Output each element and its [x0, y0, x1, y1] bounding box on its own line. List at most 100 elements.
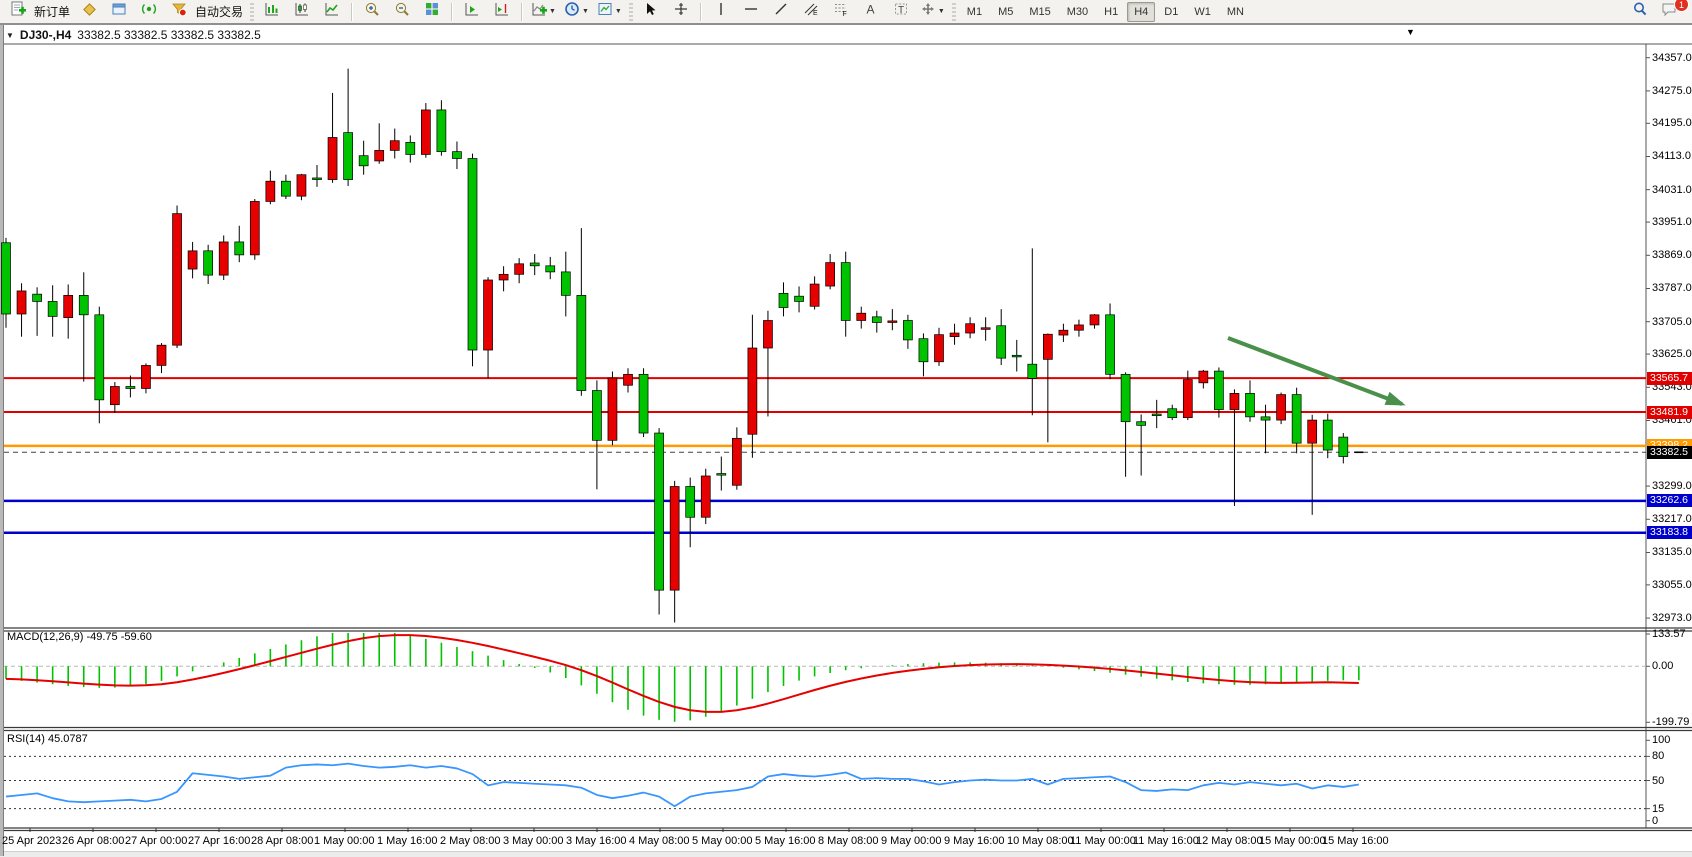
new-chart-button[interactable]	[105, 0, 133, 23]
new-order-button[interactable]	[4, 0, 32, 23]
indicators-button[interactable]: ▼	[528, 0, 559, 23]
chart-shift-icon	[494, 1, 510, 22]
signal-icon	[141, 1, 157, 22]
crosshair-icon	[673, 1, 689, 22]
horizontal-line-button[interactable]	[737, 0, 765, 23]
rsi-axis-label: 0	[1652, 814, 1659, 827]
price-tick-label: 32973.0	[1652, 612, 1692, 625]
auto-trading-label[interactable]: 自动交易	[195, 5, 244, 19]
shapes-button[interactable]: ▼	[917, 0, 948, 23]
price-tick-label: 33951.0	[1652, 216, 1692, 229]
channel-button[interactable]: E	[797, 0, 825, 23]
text-label-button[interactable]: T	[887, 0, 915, 23]
line-chart-button[interactable]	[318, 0, 346, 23]
templates-button[interactable]: ▼	[594, 0, 625, 23]
zoom-out-icon	[394, 1, 410, 22]
candlestick-chart-icon	[294, 1, 310, 22]
rsi-axis-label: 50	[1652, 774, 1665, 787]
tile-windows-icon	[424, 1, 440, 22]
time-axis-label: 1 May 00:00	[314, 835, 375, 847]
timeframe-button-h1[interactable]: H1	[1104, 5, 1119, 18]
chart-shift-button[interactable]	[488, 0, 516, 23]
chevron-down-icon: ▼	[937, 8, 945, 15]
rsi-axis-label: 80	[1652, 750, 1665, 763]
main-toolbar: 新订单 自动交易 ▼ ▼ ▼ E F A T ▼ M1 M5 M15 M30 H1 H4 D…	[0, 0, 1692, 24]
toolbar-grip	[951, 2, 956, 21]
signals-button[interactable]	[135, 0, 163, 23]
toolbar-separator	[521, 2, 524, 21]
candlestick-chart-button[interactable]	[288, 0, 316, 23]
macd-axis-label: -199.79	[1652, 716, 1690, 729]
chart-title-bar: ▼ DJ30-,H4 33382.5 33382.5 33382.5 33382…	[6, 28, 261, 42]
chevron-down-icon: ▼	[614, 8, 622, 15]
chart-menu-icon[interactable]: ▼	[1406, 27, 1415, 37]
price-tick-label: 33705.0	[1652, 315, 1692, 328]
clock-icon	[564, 1, 580, 22]
toolbar-separator	[699, 2, 702, 21]
horizontal-line-icon	[743, 1, 759, 22]
text-tool-button[interactable]: A	[857, 0, 885, 23]
time-axis-label: 8 May 08:00	[818, 835, 879, 847]
timeframe-button-h4[interactable]: H4	[1127, 1, 1156, 22]
horizontal-level-lines[interactable]	[4, 377, 1646, 534]
search-icon	[1632, 1, 1648, 22]
auto-trading-button[interactable]	[165, 0, 193, 23]
time-axis-label: 3 May 16:00	[566, 835, 627, 847]
price-level-badge: 33481.9	[1647, 405, 1692, 419]
rsi-label: RSI(14) 45.0787	[7, 733, 88, 745]
timeframe-button-w1[interactable]: W1	[1194, 5, 1211, 18]
toolbar-grip	[250, 2, 255, 21]
time-axis-label: 27 Apr 00:00	[125, 835, 188, 847]
timeframe-button-d1[interactable]: D1	[1164, 5, 1179, 18]
shapes-arrows-icon	[920, 1, 936, 22]
tile-windows-button[interactable]	[418, 0, 446, 23]
window-bottom-strip	[0, 851, 1692, 857]
price-tick-label: 34195.0	[1652, 117, 1692, 130]
svg-text:A: A	[866, 3, 874, 17]
timeframe-group: M1 M5 M15 M30 H1 H4 D1 W1 MN	[959, 1, 1252, 22]
trendline-button[interactable]	[767, 0, 795, 23]
timeframe-button-m1[interactable]: M1	[966, 5, 983, 18]
timeframe-button-mn[interactable]: MN	[1226, 5, 1244, 18]
vertical-line-button[interactable]	[707, 0, 735, 23]
price-tick-label: 33625.0	[1652, 348, 1692, 361]
price-tick-label: 34031.0	[1652, 183, 1692, 196]
macd-axis-label: 133.57	[1652, 628, 1686, 640]
market-watch-button[interactable]	[75, 0, 103, 23]
periods-button[interactable]: ▼	[561, 0, 592, 23]
new-order-label[interactable]: 新订单	[34, 5, 71, 19]
price-tick-label: 34357.0	[1652, 51, 1692, 64]
crosshair-button[interactable]	[667, 0, 695, 23]
price-tick-label: 33135.0	[1652, 546, 1692, 559]
time-axis-label: 3 May 00:00	[503, 835, 564, 847]
toolbar-separator	[351, 2, 354, 21]
notifications-button[interactable]: 1	[1656, 0, 1689, 23]
symbol-period-label: DJ30-,H4	[19, 28, 72, 42]
time-axis-label: 11 May 16:00	[1133, 835, 1199, 847]
time-axis-label: 10 May 08:00	[1007, 835, 1074, 847]
text-tool-icon: A	[863, 1, 879, 22]
timeframe-button-m5[interactable]: M5	[998, 5, 1014, 18]
price-tick-label: 33217.0	[1652, 513, 1692, 526]
symbol-dropdown-icon[interactable]: ▼	[6, 30, 14, 40]
time-axis-label: 5 May 16:00	[755, 835, 816, 847]
auto-trading-icon	[171, 1, 187, 22]
auto-scroll-button[interactable]	[458, 0, 486, 23]
bar-chart-button[interactable]	[258, 0, 286, 23]
time-axis-label: 25 Apr 2023	[2, 835, 62, 847]
trend-arrow-object[interactable]	[1227, 336, 1406, 406]
zoom-out-button[interactable]	[388, 0, 416, 23]
time-axis-label: 12 May 08:00	[1196, 835, 1263, 847]
fibonacci-button[interactable]: F	[827, 0, 855, 23]
price-level-badge: 33183.8	[1647, 526, 1692, 540]
timeframe-button-m15[interactable]: M15	[1029, 5, 1051, 18]
search-button[interactable]	[1626, 0, 1654, 23]
cursor-button[interactable]	[637, 0, 665, 23]
time-axis-label: 28 Apr 08:00	[251, 835, 314, 847]
time-axis-label: 2 May 08:00	[440, 835, 501, 847]
time-axis-label: 1 May 16:00	[377, 835, 438, 847]
channel-icon: E	[803, 1, 819, 22]
zoom-in-button[interactable]	[358, 0, 386, 23]
timeframe-button-m30[interactable]: M30	[1066, 5, 1089, 18]
